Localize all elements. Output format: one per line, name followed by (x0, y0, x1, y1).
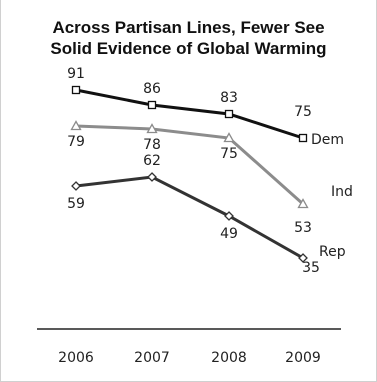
value-label-dem-2007: 86 (143, 81, 161, 97)
value-label-ind-2006: 79 (67, 134, 85, 150)
series-line-dem (75, 88, 304, 140)
value-label-dem-2008: 83 (220, 90, 238, 106)
x-tick-label-2008: 2008 (211, 350, 247, 366)
series-dem: 91 86 83 75 Dem (67, 66, 344, 148)
point-rep-2007 (147, 172, 157, 182)
point-dem-2006 (71, 85, 81, 95)
series-name-label-ind: Ind (331, 184, 353, 200)
value-label-rep-2006: 59 (67, 196, 85, 212)
series-line-rep (75, 175, 304, 260)
point-ind-2006 (70, 120, 82, 131)
value-label-rep-2007: 62 (143, 153, 161, 169)
series-line-ind (75, 124, 304, 206)
point-rep-2006 (71, 181, 81, 191)
value-label-ind-2007: 78 (143, 137, 161, 153)
chart-title-line-1: Across Partisan Lines, Fewer See (52, 18, 325, 37)
point-dem-2007 (147, 100, 157, 110)
value-label-ind-2009: 53 (294, 220, 312, 236)
series-name-label-dem: Dem (311, 132, 344, 148)
series-ind: 79 78 75 53 Ind (67, 120, 353, 236)
point-dem-2009 (298, 133, 308, 143)
value-label-ind-2008: 75 (220, 146, 238, 162)
x-tick-label-2006: 2006 (58, 350, 94, 366)
x-tick-label-2007: 2007 (134, 350, 170, 366)
value-label-rep-2009: 35 (302, 260, 320, 276)
point-ind-2008 (223, 132, 235, 143)
chart-title-line-2: Solid Evidence of Global Warming (50, 39, 327, 58)
point-ind-2009 (297, 198, 309, 209)
x-tick-layer: 2006 2007 2008 2009 (58, 350, 321, 366)
value-label-dem-2009: 75 (294, 104, 312, 120)
point-rep-2008 (224, 211, 234, 221)
value-label-rep-2008: 49 (220, 226, 238, 242)
point-dem-2008 (224, 109, 234, 119)
value-label-dem-2006: 91 (67, 66, 85, 82)
point-rep-2009 (298, 253, 308, 263)
point-ind-2007 (146, 123, 158, 134)
x-tick-label-2009: 2009 (285, 350, 321, 366)
series-name-label-rep: Rep (319, 244, 346, 260)
